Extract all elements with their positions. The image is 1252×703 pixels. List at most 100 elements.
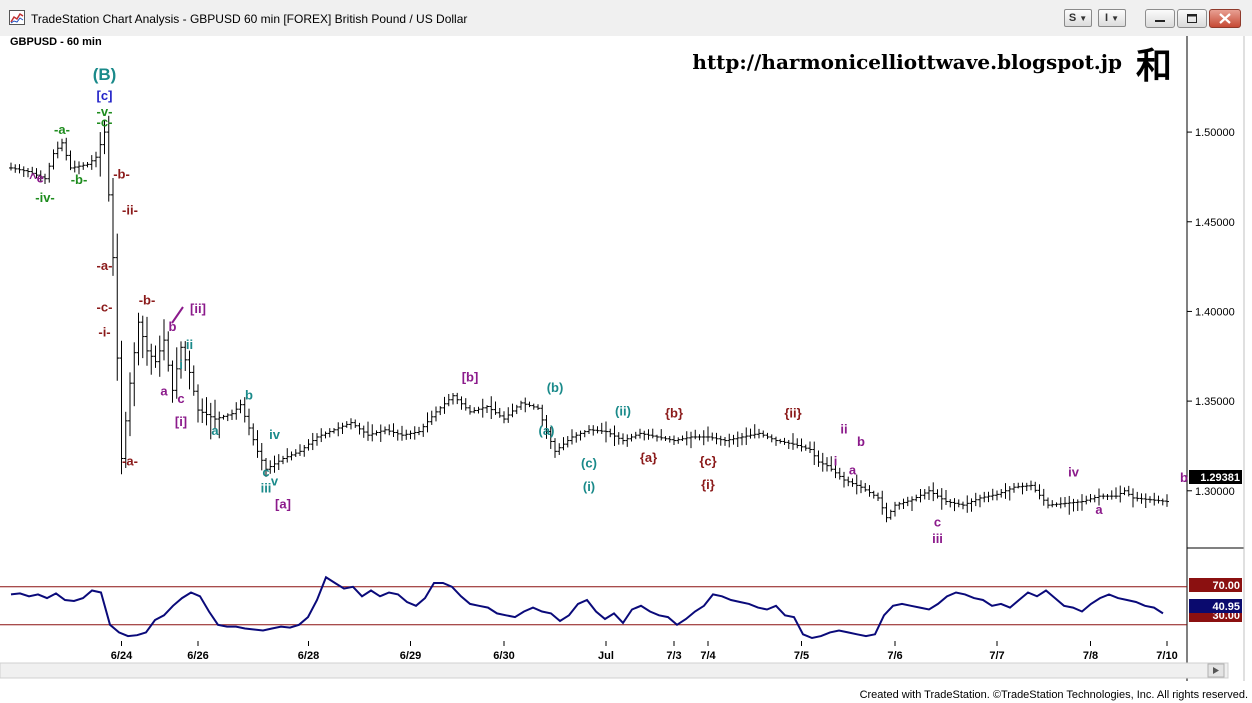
minimize-button[interactable] [1145, 9, 1175, 28]
chart-window[interactable]: GBPUSD - 60 min http://harmonicelliottwa… [0, 36, 1252, 689]
price-bar [111, 178, 115, 276]
price-bar [315, 433, 319, 446]
horizontal-scrollbar[interactable] [0, 662, 1229, 679]
rsi-level-70-label: 70.00 [1212, 580, 1240, 592]
price-bar [786, 439, 791, 449]
price-bar [136, 312, 141, 366]
price-bar [1160, 498, 1165, 506]
wave-label: {a} [640, 450, 657, 465]
price-bar [38, 170, 43, 182]
price-bar [285, 448, 290, 463]
price-bar [485, 405, 489, 413]
price-bar [323, 431, 328, 439]
price-bar [820, 452, 825, 472]
last-price-label: 1.29381 [1200, 472, 1240, 484]
price-bar [387, 424, 392, 436]
price-bar [191, 365, 196, 396]
price-bar [336, 422, 341, 437]
wave-label: (ii) [615, 403, 631, 418]
price-bar [68, 150, 73, 171]
price-bar [935, 489, 940, 499]
price-bar [723, 437, 727, 446]
price-bar [871, 490, 876, 499]
price-bar [489, 396, 494, 420]
price-bar [642, 430, 647, 441]
strategy-button[interactable]: S ▼ [1064, 9, 1092, 27]
price-bar [162, 319, 166, 361]
wave-label: c [177, 391, 184, 406]
price-bar [1092, 494, 1097, 503]
wave-label: a [211, 423, 219, 438]
time-label: 7/4 [700, 650, 716, 662]
wave-label: iii [932, 531, 943, 546]
price-bar [1084, 495, 1089, 505]
price-bar [149, 343, 154, 375]
price-bar [1122, 487, 1127, 496]
kanji-logo: 和 [1136, 45, 1172, 87]
price-bar [778, 438, 783, 444]
indicator-button[interactable]: I ▼ [1098, 9, 1126, 27]
price-bar [897, 501, 902, 510]
price-bar [1118, 485, 1123, 503]
wave-label: -v- [97, 104, 113, 119]
price-bar [72, 160, 77, 173]
wave-label: -b- [113, 167, 130, 182]
wave-label: -c- [97, 299, 113, 314]
maximize-button[interactable] [1177, 9, 1207, 28]
price-bar [965, 495, 970, 513]
price-bar [1139, 493, 1144, 504]
price-bar [476, 406, 481, 414]
price-bar [948, 499, 953, 508]
price-bar [340, 422, 345, 434]
price-bar [795, 438, 800, 449]
price-bar [689, 431, 693, 449]
price-bar [621, 433, 625, 445]
price-bar [986, 491, 991, 503]
wave-label: -ii- [122, 203, 138, 218]
price-bar [319, 428, 324, 443]
price-axis-ticks: 1.50000 1.45000 1.40000 1.35000 1.30000 [1187, 127, 1235, 498]
chart-background [0, 36, 1252, 689]
price-bar [47, 162, 52, 183]
price-bar [995, 490, 999, 501]
price-bar [837, 467, 842, 480]
price-bar [391, 423, 396, 438]
window-title: TradeStation Chart Analysis - GBPUSD 60 … [31, 12, 468, 26]
price-bar [693, 429, 698, 440]
price-bar [1075, 499, 1080, 511]
price-bar [434, 406, 438, 422]
price-bar [140, 315, 145, 359]
price-bar [727, 433, 732, 448]
price-bar [859, 480, 863, 494]
price-chart[interactable]: GBPUSD - 60 min http://harmonicelliottwa… [0, 36, 1252, 689]
price-bar [676, 437, 681, 444]
price-bar [629, 433, 634, 442]
price-bar [744, 427, 749, 445]
price-bar [221, 414, 226, 420]
wave-label: -a- [54, 122, 70, 137]
close-button[interactable] [1209, 9, 1241, 28]
price-bar [587, 425, 591, 435]
price-bar [863, 482, 868, 492]
price-bar [876, 492, 880, 502]
price-bar [714, 432, 719, 445]
price-bar [812, 441, 817, 465]
rsi-value-tags: 70.00 30.00 40.95 [1189, 578, 1242, 622]
price-bar [731, 434, 736, 445]
price-bar [999, 489, 1004, 498]
maximize-icon [1187, 14, 1197, 23]
wave-label: ^e [29, 170, 44, 185]
chevron-down-icon: ▼ [1111, 14, 1120, 23]
price-bar [914, 494, 919, 502]
price-bar [255, 430, 260, 458]
wave-label: i [179, 357, 183, 372]
wave-label: (a) [539, 423, 555, 438]
price-bar [119, 340, 124, 475]
price-bar [646, 429, 651, 440]
price-bar [1114, 487, 1118, 499]
time-label: 6/29 [400, 650, 421, 662]
wave-label: -b- [139, 292, 156, 307]
price-bar [196, 384, 200, 423]
price-bar [969, 498, 974, 512]
price-bar [710, 432, 715, 441]
